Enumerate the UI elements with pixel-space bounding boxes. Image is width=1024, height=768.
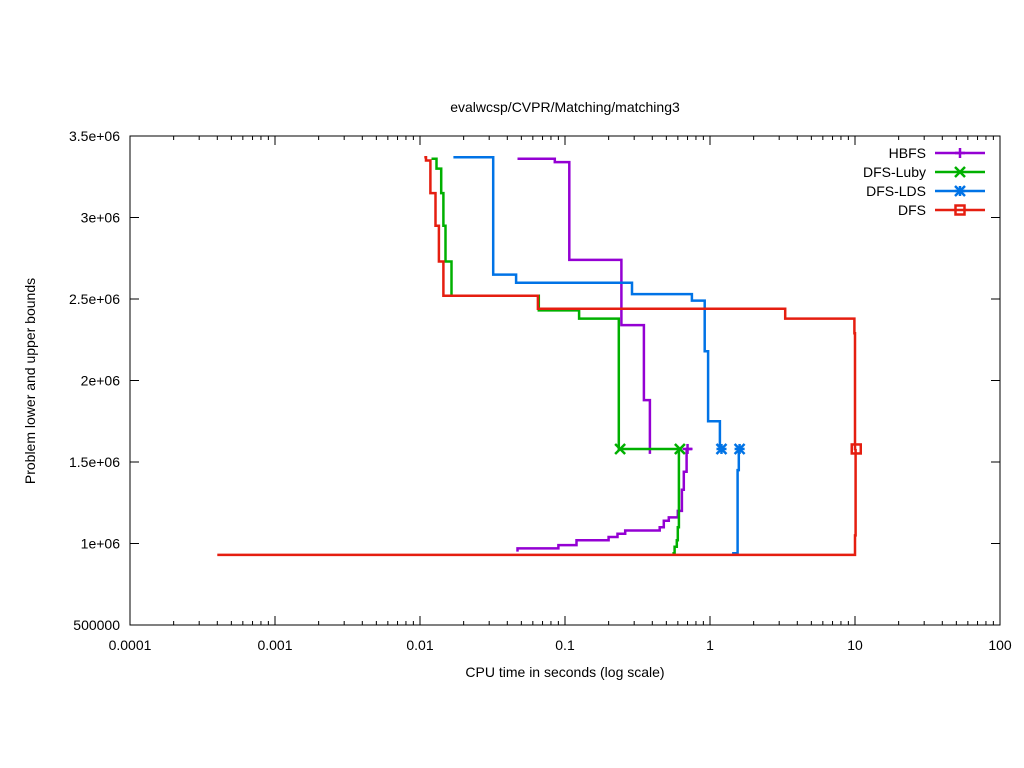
legend-label: DFS-Luby xyxy=(863,164,926,180)
y-tick-label: 500000 xyxy=(73,617,120,633)
series-marker xyxy=(715,443,728,455)
chart-title: evalwcsp/CVPR/Matching/matching3 xyxy=(450,99,680,115)
legend: HBFS DFS-Luby DFS-LDS DFS xyxy=(863,145,985,218)
x-tick-label: 0.1 xyxy=(555,637,575,653)
series-line-lower xyxy=(516,447,692,552)
series-line-lower xyxy=(672,447,681,555)
series-line-lower xyxy=(217,447,857,557)
series-marker xyxy=(733,443,746,455)
series-dfs xyxy=(217,155,862,557)
series-line-upper xyxy=(431,157,680,451)
y-tick-label: 2.5e+06 xyxy=(69,291,120,307)
y-axis-label: Problem lower and upper bounds xyxy=(22,278,38,484)
series-marker xyxy=(614,443,627,455)
series-line-lower xyxy=(732,447,741,555)
legend-marker xyxy=(954,166,966,178)
x-axis-label: CPU time in seconds (log scale) xyxy=(465,664,664,680)
x-tick-label: 0.0001 xyxy=(109,637,152,653)
legend-marker xyxy=(955,148,965,158)
series-hbfs xyxy=(516,157,693,552)
legend-marker xyxy=(954,185,966,197)
series-marker xyxy=(682,443,693,454)
series-line-upper xyxy=(517,157,652,454)
x-tick-label: 100 xyxy=(988,637,1012,653)
y-tick-label: 1e+06 xyxy=(81,536,121,552)
y-tick-label: 2e+06 xyxy=(81,373,121,389)
plot-area: 0.0001 0.001 0.01 0.1 1 10 100 500000 1e+06 1.5e+… xyxy=(69,128,1012,653)
series-line-upper xyxy=(453,155,722,451)
series-marker xyxy=(674,443,686,455)
legend-label: HBFS xyxy=(889,145,926,161)
x-tick-label: 0.01 xyxy=(406,637,433,653)
x-tick-label: 1 xyxy=(706,637,714,653)
series-dfs-luby xyxy=(431,157,686,555)
legend-label: DFS-LDS xyxy=(866,183,926,199)
series-line-upper xyxy=(424,155,857,451)
plot-frame xyxy=(129,135,1001,626)
y-tick-label: 3e+06 xyxy=(81,210,121,226)
series-marker xyxy=(850,443,862,455)
legend-marker xyxy=(954,204,966,216)
x-tick-label: 10 xyxy=(847,637,863,653)
series-dfs-lds xyxy=(453,155,746,555)
legend-label: DFS xyxy=(898,202,926,218)
y-tick-label: 1.5e+06 xyxy=(69,454,120,470)
y-tick-label: 3.5e+06 xyxy=(69,128,120,144)
x-tick-label: 0.001 xyxy=(257,637,292,653)
